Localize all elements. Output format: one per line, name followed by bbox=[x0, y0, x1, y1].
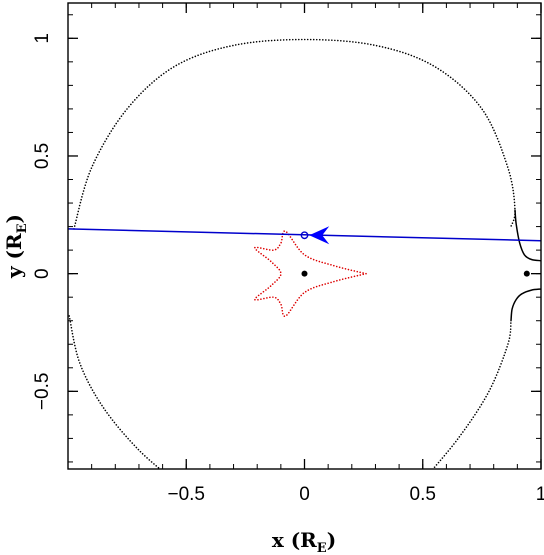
x-tick-label: 0.5 bbox=[410, 484, 436, 505]
y-tick-label: 0 bbox=[32, 268, 53, 279]
caustic bbox=[254, 230, 367, 317]
x-axis-label: x (RE) bbox=[272, 528, 336, 555]
y-tick-label: 0.5 bbox=[32, 143, 53, 169]
x-tick-label: 1 bbox=[536, 484, 544, 505]
trajectory-arrow bbox=[309, 226, 330, 245]
y-axis-label: y (RE) bbox=[2, 214, 30, 279]
y-tick-label: −0.5 bbox=[32, 373, 53, 411]
source-trajectory bbox=[68, 228, 541, 242]
series-layer bbox=[68, 38, 541, 469]
lens-mass-1 bbox=[301, 270, 308, 277]
secondary-critical-upper bbox=[514, 209, 541, 262]
lens-mass-2 bbox=[523, 270, 530, 277]
secondary-critical-lower bbox=[510, 288, 541, 322]
x-tick-label: 0 bbox=[299, 484, 310, 505]
source-marker bbox=[300, 231, 309, 240]
tick-layer: −0.5 0 0.5 1 −0.5 0 0.5 1 bbox=[32, 3, 544, 505]
critical-curve-outer bbox=[73, 38, 516, 230]
plot-frame bbox=[67, 2, 542, 470]
critical-curve-right-lower bbox=[431, 319, 512, 469]
y-tick-label: 1 bbox=[32, 33, 53, 44]
x-tick-label: −0.5 bbox=[167, 484, 205, 505]
critical-curve-outer-lower bbox=[68, 315, 162, 469]
plot-area: −0.5 0 0.5 1 −0.5 0 0.5 1 bbox=[32, 2, 544, 505]
